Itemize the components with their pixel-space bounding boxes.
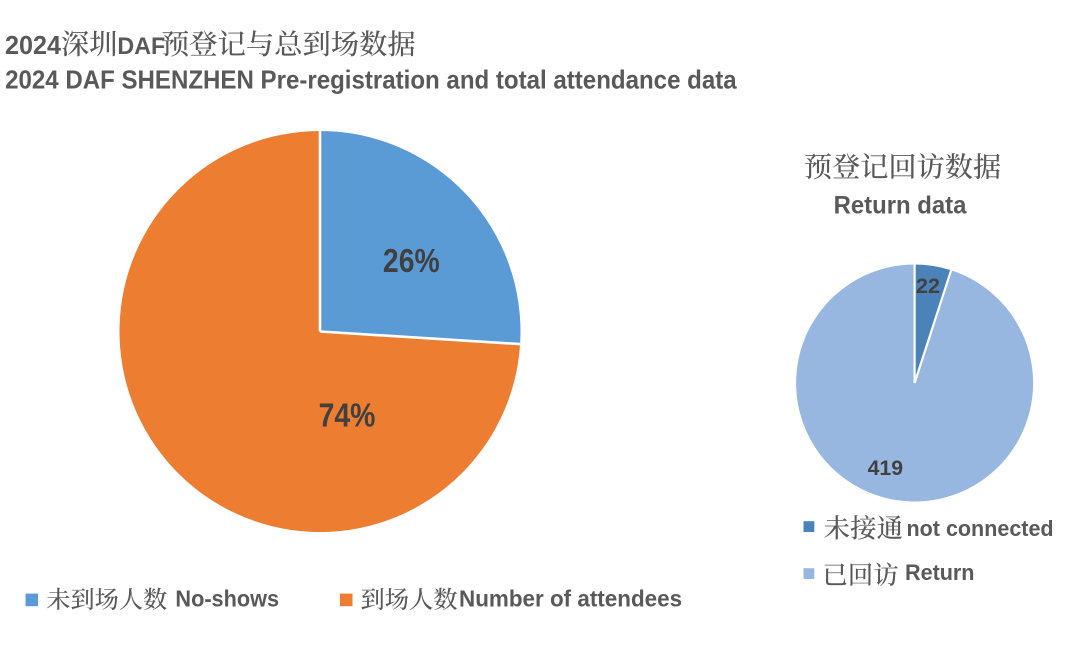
svg-text:not connected: not connected (907, 516, 1054, 541)
svg-text:74%: 74% (319, 397, 376, 435)
svg-text:26%: 26% (383, 242, 440, 280)
svg-text:2024 DAF SHENZHEN Pre-registra: 2024 DAF SHENZHEN Pre-registration and t… (5, 66, 738, 95)
svg-text:Return: Return (905, 560, 974, 585)
svg-text:DAF: DAF (117, 32, 165, 60)
svg-text:No-shows: No-shows (175, 586, 279, 612)
svg-text:2024: 2024 (5, 32, 62, 60)
svg-text:Number of attendees: Number of attendees (459, 586, 682, 611)
svg-text:Return data: Return data (834, 192, 967, 220)
svg-text:22: 22 (916, 274, 940, 298)
svg-text:419: 419 (868, 456, 904, 480)
